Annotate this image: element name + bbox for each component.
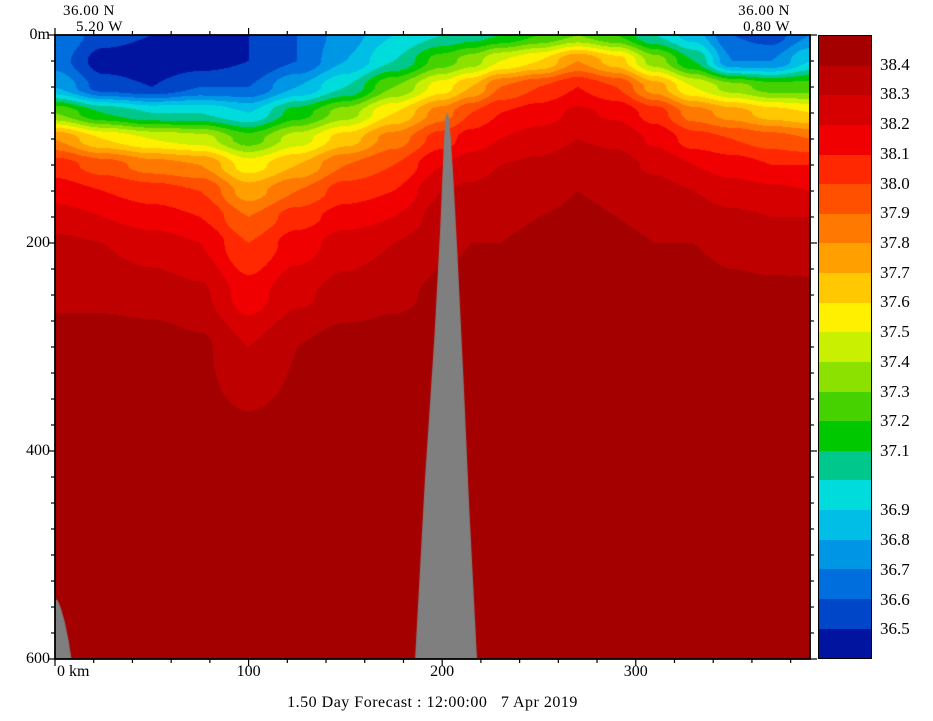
colorbar-band [819,36,871,66]
y-axis-tick-label: 200 [26,234,50,251]
colorbar-tick-label: 36.9 [880,500,910,520]
colorbar-band [819,154,871,185]
colorbar-tick-label: 37.9 [880,203,910,223]
colorbar-band [819,598,871,629]
section-start-longitude: 5.20 W [76,19,123,35]
colorbar-band [819,184,871,214]
section-canvas [55,35,810,659]
section-end-latitude: 36.00 N [738,3,790,19]
colorbar-tick-label: 37.5 [880,322,910,342]
colorbar-tick-label: 37.7 [880,262,910,282]
x-axis-tick-label: 0 km [57,663,90,680]
colorbar-tick-label: 36.6 [880,589,910,609]
colorbar-tick-label: 38.1 [880,143,910,163]
colorbar-tick-label: 37.3 [880,381,910,401]
colorbar-band [819,569,871,599]
colorbar-band [819,124,871,155]
caption: 1.50 Day Forecast : 12:00:00 7 Apr 2019 [287,694,578,711]
colorbar-band [819,273,871,303]
colorbar-swatches [818,35,872,659]
colorbar-tick-label: 36.5 [880,619,910,639]
colorbar-band [819,539,871,570]
y-axis-tick-label: 600 [26,650,50,667]
section-end-coordinates: 36.00 N 0.80 W [700,3,790,35]
colorbar-band [819,332,871,362]
colorbar-tick-label: 37.6 [880,292,910,312]
colorbar-band [819,243,871,273]
section-start-latitude: 36.00 N [63,3,115,19]
colorbar-band [819,391,871,422]
colorbar-tick-label: 37.4 [880,351,910,371]
section-start-coordinates: 36.00 N 5.20 W [63,3,123,35]
colorbar-band [819,302,871,333]
colorbar-tick-label: 36.7 [880,559,910,579]
colorbar-tick-label: 38.4 [880,54,910,74]
colorbar-band [819,361,871,392]
colorbar-band [819,421,871,451]
colorbar-band [819,510,871,540]
colorbar-band [819,450,871,481]
colorbar-tick-label: 38.3 [880,84,910,104]
x-axis-tick-label: 300 [623,663,648,680]
colorbar-band [819,65,871,96]
colorbar-band [819,628,871,659]
y-axis-tick-label: 0m [29,26,50,43]
y-axis-tick-label: 400 [26,442,50,459]
x-axis-tick-label: 100 [236,663,261,680]
colorbar-band [819,480,871,510]
colorbar-tick-label: 36.8 [880,530,910,550]
colorbar-tick-label: 37.1 [880,441,910,460]
colorbar-tick-label: 38.2 [880,114,910,134]
x-axis-tick-label: 200 [430,663,455,680]
colorbar-tick-label: 38.0 [880,173,910,193]
section-end-longitude: 0.80 W [743,19,790,35]
colorbar-tick-label: 37.2 [880,411,910,431]
colorbar-band [819,213,871,244]
colorbar-band [819,95,871,125]
colorbar-tick-label: 37.8 [880,233,910,252]
